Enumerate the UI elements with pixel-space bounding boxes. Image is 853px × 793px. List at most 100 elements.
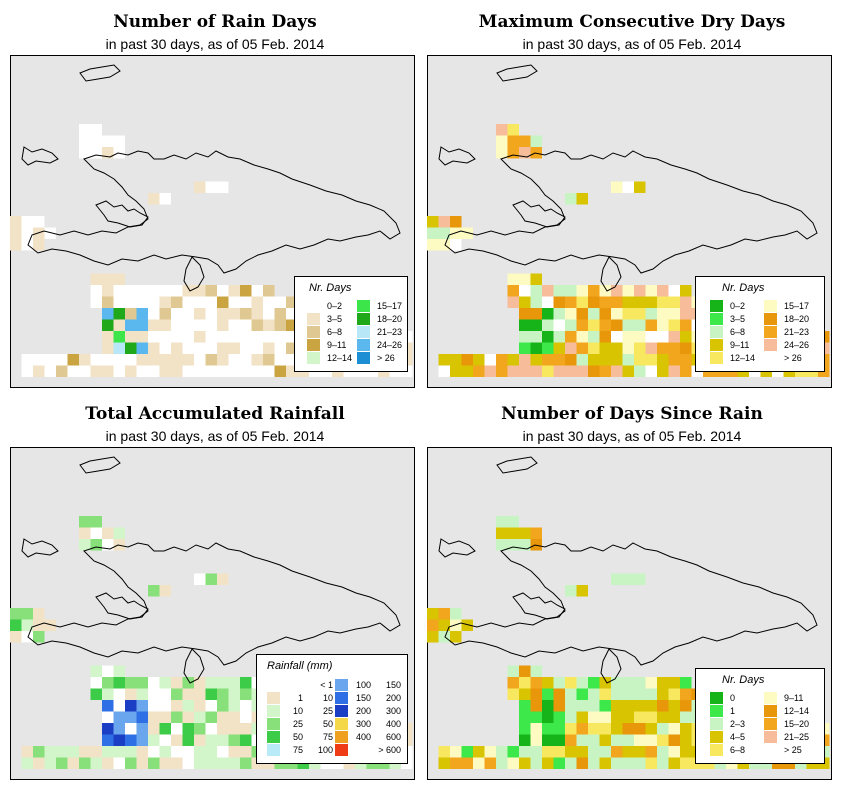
- grid-cell: [599, 757, 611, 769]
- grid-cell: [240, 354, 252, 366]
- grid-cell: [519, 757, 531, 769]
- grid-cell: [240, 308, 252, 320]
- grid-cell: [182, 354, 194, 366]
- grid-cell: [217, 342, 229, 354]
- grid-cell: [102, 665, 114, 677]
- grid-cell: [274, 308, 286, 320]
- grid-cell: [228, 723, 240, 735]
- grid-cell: [553, 757, 565, 769]
- legend-max: 10: [322, 693, 333, 703]
- grid-cell: [565, 700, 577, 712]
- grid-cell: [657, 688, 669, 700]
- grid-cell: [496, 365, 508, 377]
- grid-cell: [228, 711, 240, 723]
- grid-cell: [148, 677, 160, 689]
- grid-cell: [21, 216, 33, 228]
- grid-cell: [125, 723, 137, 735]
- grid-cell: [194, 746, 206, 758]
- grid-cell: [113, 746, 125, 758]
- grid-cell: [102, 746, 114, 758]
- grid-cell: [102, 539, 114, 551]
- grid-cell: [645, 700, 657, 712]
- legend-max: < 1: [320, 680, 333, 690]
- grid-cell: [182, 757, 194, 769]
- grid-cell: [251, 308, 263, 320]
- grid-cell: [286, 354, 298, 366]
- legend-label: 12–14: [784, 706, 810, 716]
- grid-cell: [194, 688, 206, 700]
- grid-cell: [599, 734, 611, 746]
- grid-cell: [680, 734, 692, 746]
- grid-cell: [496, 757, 508, 769]
- grid-cell: [251, 354, 263, 366]
- grid-cell: [519, 688, 531, 700]
- legend-label: 9–11: [730, 340, 750, 350]
- coastline-segment: [95, 200, 149, 228]
- grid-cell: [507, 665, 519, 677]
- grid-cell: [113, 342, 125, 354]
- grid-cell: [611, 308, 623, 320]
- grid-cell: [507, 285, 519, 297]
- grid-cell: [136, 354, 148, 366]
- grid-cell: [240, 700, 252, 712]
- grid-cell: [634, 688, 646, 700]
- coastline-segment: [438, 538, 476, 558]
- grid-cell: [553, 688, 565, 700]
- grid-cell: [634, 677, 646, 689]
- grid-cell: [102, 342, 114, 354]
- legend-swatch: [764, 313, 777, 325]
- grid-cell: [194, 711, 206, 723]
- map-legend: Nr. Days 0–2 3–5 6–8 9–11 12–14 15–17 18…: [294, 276, 408, 372]
- grid-cell: [530, 331, 542, 343]
- grid-cell: [148, 734, 160, 746]
- grid-cell: [519, 665, 531, 677]
- grid-cell: [484, 746, 496, 758]
- grid-cell: [553, 734, 565, 746]
- grid-cell: [205, 308, 217, 320]
- grid-cell: [507, 296, 519, 308]
- grid-cell: [21, 354, 33, 366]
- grid-cell: [461, 746, 473, 758]
- grid-cell: [240, 746, 252, 758]
- grid-cell: [21, 227, 33, 239]
- grid-cell: [159, 711, 171, 723]
- grid-cell: [542, 319, 554, 331]
- grid-cell: [148, 285, 160, 297]
- grid-cell: [657, 365, 669, 377]
- grid-cell: [576, 746, 588, 758]
- legend-swatch: [710, 692, 723, 704]
- legend-swatch: [764, 352, 777, 364]
- grid-cell: [67, 757, 79, 769]
- legend-max: 50: [322, 719, 333, 729]
- grid-cell: [634, 342, 646, 354]
- grid-cell: [507, 365, 519, 377]
- grid-cell: [102, 135, 114, 147]
- legend-label: 18–20: [377, 314, 403, 324]
- grid-cell: [10, 227, 22, 239]
- grid-cell: [496, 135, 508, 147]
- coastline-segment: [27, 150, 401, 274]
- grid-cell: [680, 746, 692, 758]
- grid-cell: [553, 331, 565, 343]
- grid-cell: [519, 308, 531, 320]
- grid-cell: [438, 757, 450, 769]
- grid-cell: [565, 296, 577, 308]
- rainfall-panel: Total Accumulated Rainfall in past 30 da…: [10, 400, 420, 792]
- grid-cell: [553, 285, 565, 297]
- grid-cell: [159, 585, 171, 597]
- grid-cell: [645, 296, 657, 308]
- grid-cell: [473, 354, 485, 366]
- grid-cell: [102, 700, 114, 712]
- grid-cell: [668, 711, 680, 723]
- grid-cell: [113, 296, 125, 308]
- grid-cell: [159, 354, 171, 366]
- grid-cell: [622, 181, 634, 193]
- grid-cell: [194, 723, 206, 735]
- grid-cell: [611, 734, 623, 746]
- legend-title: Rainfall (mm): [267, 660, 333, 672]
- grid-cell: [576, 723, 588, 735]
- grid-cell: [171, 342, 183, 354]
- grid-cell: [240, 342, 252, 354]
- grid-cell: [228, 688, 240, 700]
- grid-cell: [182, 746, 194, 758]
